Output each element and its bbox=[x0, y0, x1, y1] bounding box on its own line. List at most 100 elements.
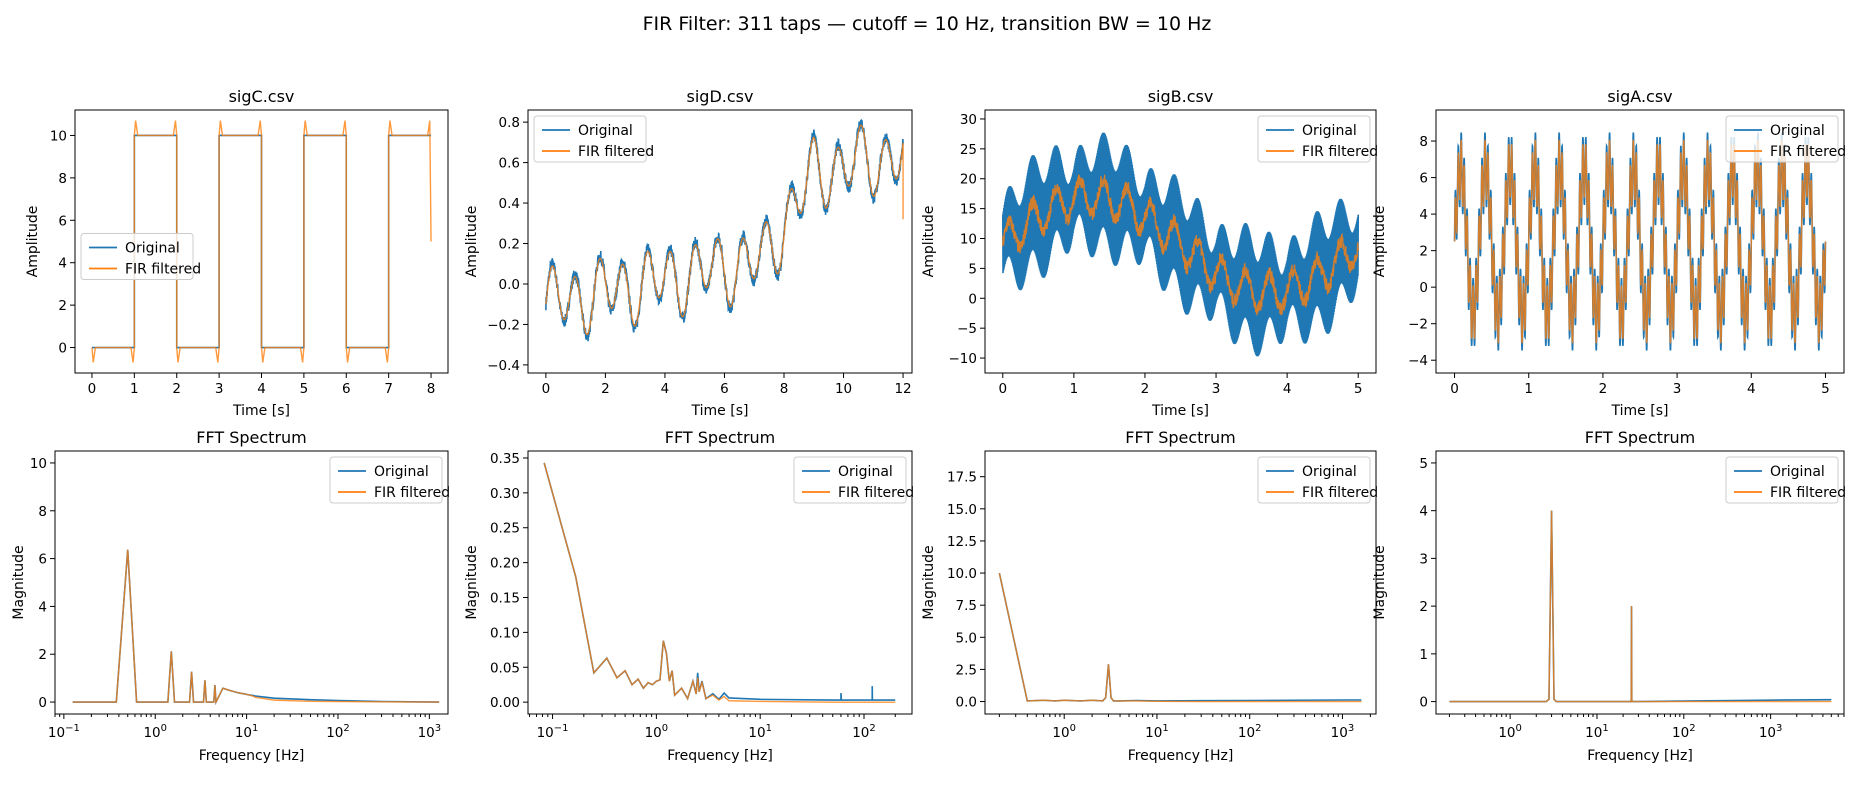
time-sigC-ytick-label: 0 bbox=[58, 341, 67, 357]
time-sigC-ytick-label: 4 bbox=[58, 256, 67, 272]
fft-sigA-ytick-label: 0 bbox=[1419, 695, 1428, 711]
time-sigA-title: sigA.csv bbox=[1607, 87, 1672, 106]
fft-sigD-xtick-label: 10−1 bbox=[537, 723, 569, 741]
time-sigC-xtick-label: 5 bbox=[300, 381, 309, 397]
fft-sigD-xlabel: Frequency [Hz] bbox=[667, 748, 773, 764]
time-sigA-ytick-label: 0 bbox=[1419, 280, 1428, 296]
fft-sigB-series-filtered bbox=[998, 572, 1362, 703]
fft-sigB-ytick-label: 15.0 bbox=[947, 502, 977, 518]
time-sigD-legend: Original FIR filtered bbox=[533, 115, 654, 163]
fft-sigD-ytick-label: 0.25 bbox=[490, 521, 520, 537]
fft-sigC-ytick-label: 10 bbox=[30, 456, 47, 472]
time-sigC-xtick-label: 7 bbox=[384, 381, 393, 397]
time-sigB-ytick-label: −10 bbox=[949, 351, 978, 367]
time-sigD-xtick-label: 10 bbox=[835, 381, 852, 397]
fft-sigC-panel: 10−1 100 101 102 103 0 2 4 6 8 10 FFT Spectrum Frequ… bbox=[11, 428, 450, 764]
time-sigB-title: sigB.csv bbox=[1148, 87, 1214, 106]
fft-sigB-ylabel: Magnitude bbox=[921, 545, 937, 619]
fft-sigB-xlabel: Frequency [Hz] bbox=[1128, 748, 1234, 764]
time-sigC-xtick-label: 8 bbox=[427, 381, 436, 397]
time-sigB-xtick-label: 4 bbox=[1283, 381, 1292, 397]
time-sigC-title: sigC.csv bbox=[229, 87, 295, 106]
time-sigA-xtick-label: 2 bbox=[1599, 381, 1608, 397]
time-sigB-ytick-label: 5 bbox=[968, 261, 977, 277]
time-sigC-xlabel: Time [s] bbox=[232, 403, 290, 419]
fft-sigA-legend: Original FIR filtered bbox=[1725, 456, 1846, 504]
time-sigB-xtick-label: 0 bbox=[998, 381, 1007, 397]
fft-sigD-ylabel: Magnitude bbox=[464, 545, 480, 619]
time-sigD-ytick-label: 0.8 bbox=[499, 115, 520, 131]
time-sigD-legend-filtered-label: FIR filtered bbox=[578, 144, 654, 160]
fft-sigC-xtick-label: 10−1 bbox=[48, 723, 80, 741]
fft-sigD-legend: Original FIR filtered bbox=[793, 456, 914, 504]
time-sigB-xtick-label: 3 bbox=[1212, 381, 1221, 397]
fft-sigD-axes-frame bbox=[527, 450, 913, 715]
fft-sigC-legend-original-label: Original bbox=[374, 464, 429, 480]
time-sigB-panel: 0 1 2 3 4 5 −10 −5 0 5 10 15 20 25 30 sigB.csv Time [s] A… bbox=[921, 87, 1378, 419]
time-sigA-axes-frame bbox=[1435, 109, 1845, 374]
fft-sigB-ytick-label: 10.0 bbox=[947, 566, 977, 582]
fft-sigC-xtick-label: 100 bbox=[143, 723, 167, 741]
time-sigC-xtick-label: 2 bbox=[172, 381, 181, 397]
time-sigA-ytick-label: −4 bbox=[1408, 353, 1428, 369]
time-sigC-legend: Original FIR filtered bbox=[80, 233, 201, 280]
fft-sigD-ytick-label: 0.15 bbox=[490, 590, 520, 606]
time-sigD-xtick-label: 6 bbox=[720, 381, 729, 397]
fft-sigB-ytick-label: 2.5 bbox=[956, 662, 977, 678]
time-sigC-ytick-label: 10 bbox=[50, 128, 67, 144]
time-sigD-xtick-label: 4 bbox=[661, 381, 670, 397]
time-sigD-xtick-label: 12 bbox=[894, 381, 911, 397]
time-sigA-ytick-label: −2 bbox=[1408, 317, 1428, 333]
fft-sigB-xtick-label: 100 bbox=[1052, 723, 1076, 741]
time-sigD-ytick-label: −0.4 bbox=[487, 358, 520, 374]
time-sigA-xtick-label: 1 bbox=[1524, 381, 1533, 397]
fft-sigA-ytick-label: 4 bbox=[1419, 504, 1428, 520]
time-sigC-legend-original-label: Original bbox=[125, 241, 180, 257]
time-sigD-legend-original-label: Original bbox=[578, 123, 633, 139]
time-sigA-xtick-label: 3 bbox=[1673, 381, 1682, 397]
time-sigB-ytick-label: −5 bbox=[957, 321, 977, 337]
time-sigB-legend-filtered-label: FIR filtered bbox=[1302, 144, 1378, 160]
fft-sigC-xlabel: Frequency [Hz] bbox=[199, 748, 305, 764]
time-sigA-xlabel: Time [s] bbox=[1611, 403, 1669, 419]
time-sigB-series-filtered bbox=[1002, 174, 1359, 316]
time-sigA-legend-filtered-label: FIR filtered bbox=[1770, 144, 1846, 160]
fft-sigC-xtick-label: 101 bbox=[235, 723, 259, 741]
time-sigD-ytick-label: 0.0 bbox=[499, 277, 520, 293]
time-sigD-xtick-label: 0 bbox=[542, 381, 551, 397]
fft-sigA-axes-frame bbox=[1435, 450, 1845, 715]
time-sigD-ytick-label: 0.4 bbox=[499, 196, 520, 212]
fft-sigA-ytick-label: 5 bbox=[1419, 456, 1428, 472]
fft-sigC-ytick-label: 6 bbox=[38, 552, 47, 568]
fft-sigB-title: FFT Spectrum bbox=[1125, 428, 1236, 447]
figure-suptitle: FIR Filter: 311 taps — cutoff = 10 Hz, t… bbox=[643, 13, 1212, 35]
time-sigD-title: sigD.csv bbox=[687, 87, 754, 106]
fft-sigD-xtick-label: 101 bbox=[748, 723, 772, 741]
fft-sigD-ytick-label: 0.30 bbox=[490, 486, 520, 502]
fft-sigD-xtick-label: 102 bbox=[852, 723, 876, 741]
fft-sigC-legend: Original FIR filtered bbox=[329, 456, 450, 504]
time-sigD-ytick-label: 0.2 bbox=[499, 237, 520, 253]
fft-sigC-legend-filtered-label: FIR filtered bbox=[374, 485, 450, 501]
fft-sigB-series-original bbox=[998, 572, 1362, 702]
time-sigC-ytick-label: 2 bbox=[58, 298, 67, 314]
time-sigB-xtick-label: 1 bbox=[1070, 381, 1079, 397]
fft-sigD-series-filtered bbox=[543, 462, 896, 703]
time-sigA-xtick-label: 4 bbox=[1747, 381, 1756, 397]
time-sigB-axes-frame bbox=[984, 109, 1377, 374]
fft-sigC-title: FFT Spectrum bbox=[196, 428, 307, 447]
time-sigA-panel: 0 1 2 3 4 5 −4 −2 0 2 4 6 8 sigA.csv Time [s] Amplitude… bbox=[1372, 87, 1846, 419]
time-sigD-xlabel: Time [s] bbox=[691, 403, 749, 419]
time-sigB-ytick-label: 10 bbox=[960, 232, 977, 248]
time-sigA-series-filtered bbox=[1453, 139, 1827, 344]
fft-sigB-panel: 100 101 102 103 0.0 2.5 5.0 7.5 10.0 12.5 15.0 17.5… bbox=[921, 428, 1378, 764]
time-sigB-legend-original-label: Original bbox=[1302, 123, 1357, 139]
time-sigD-ytick-label: −0.2 bbox=[487, 317, 520, 333]
fft-sigC-ytick-label: 0 bbox=[38, 695, 47, 711]
fft-sigD-panel: 10−1 100 101 102 0.00 0.05 0.10 0.15 0.20 0.25 0.3… bbox=[464, 428, 914, 764]
fft-sigA-xtick-label: 100 bbox=[1498, 723, 1522, 741]
time-sigD-xtick-label: 8 bbox=[780, 381, 789, 397]
time-sigB-ytick-label: 30 bbox=[960, 112, 977, 128]
